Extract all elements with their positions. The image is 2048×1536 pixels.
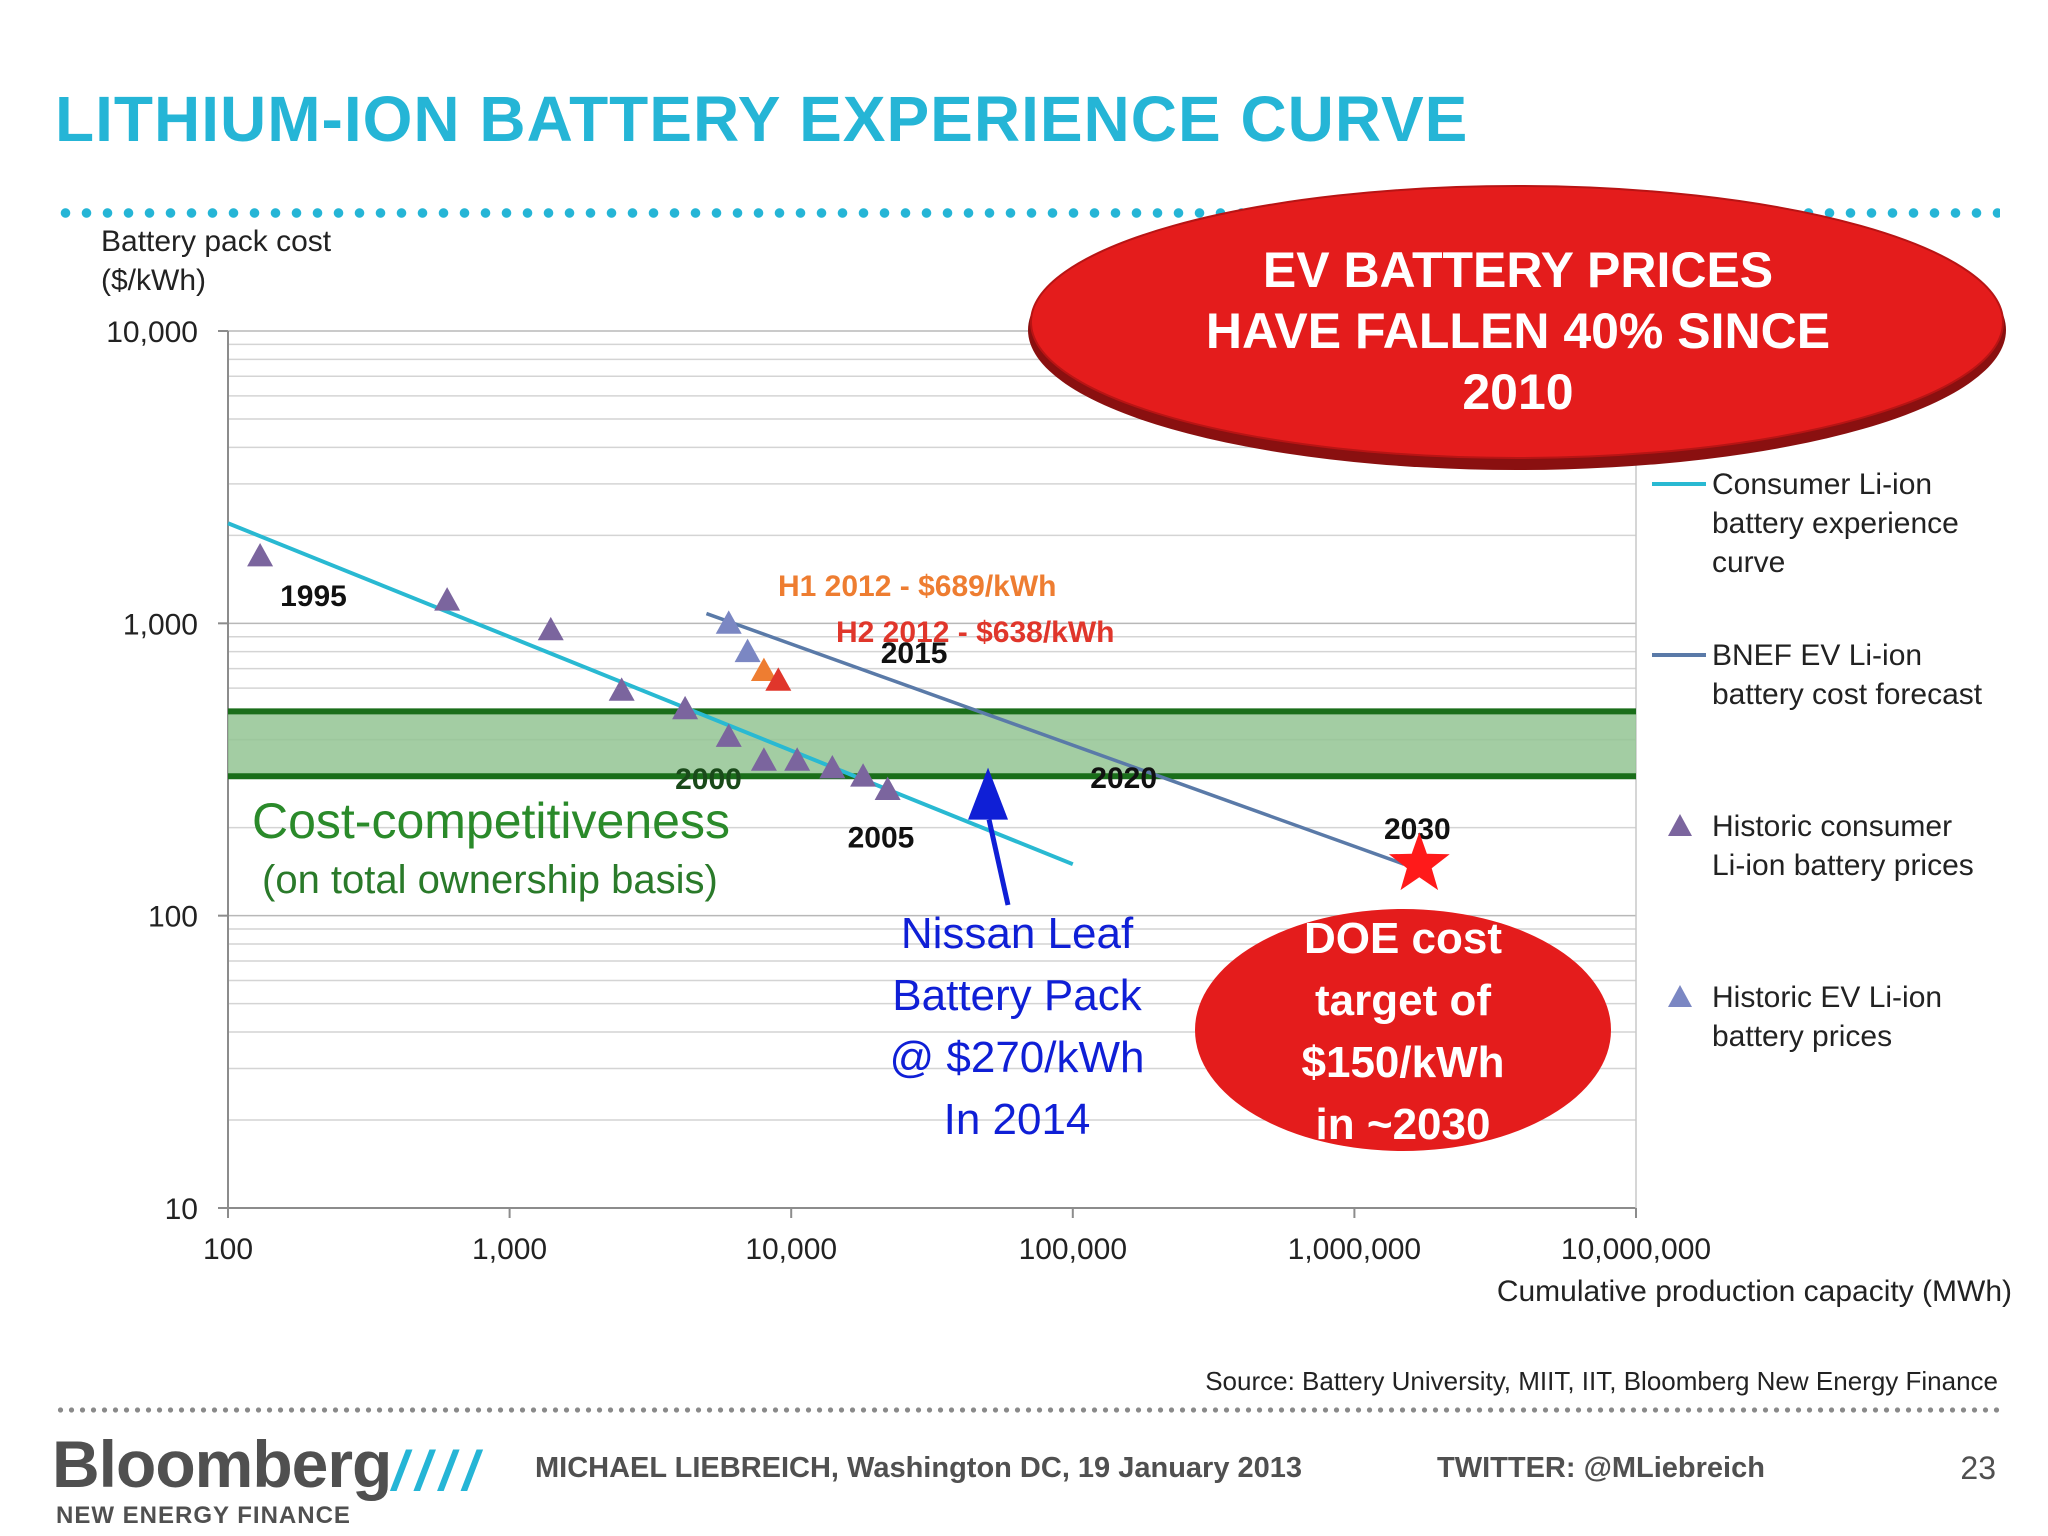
consumer-price-marker <box>750 747 777 771</box>
bloomberg-logo: Bloomberg <box>52 1427 392 1501</box>
x-tick-label: 100,000 <box>1019 1233 1127 1266</box>
doe-callout-text: $150/kWh <box>1302 1038 1505 1087</box>
series-markers <box>247 542 901 800</box>
consumer-price-marker <box>537 616 564 641</box>
logo-slashes: //// <box>392 1439 487 1502</box>
cost-band-fill <box>228 711 1636 777</box>
year-label: 1995 <box>280 580 347 613</box>
legend-label: Consumer Li-ion <box>1712 468 1932 501</box>
nissan-arrow-shaft <box>986 819 1011 906</box>
y-axis-unit: ($/kWh) <box>101 264 206 297</box>
ev-price-marker <box>734 638 761 663</box>
nissan-callout-text: Battery Pack <box>892 971 1142 1020</box>
consumer-price-marker <box>247 542 274 567</box>
cost-competitiveness-band: Cost-competitiveness (on total ownership … <box>228 708 1636 902</box>
doe-callout-text: DOE cost <box>1304 914 1502 963</box>
year-label: 2000 <box>675 763 742 796</box>
bnef-forecast-line <box>705 611 1405 866</box>
y-tick-label: 1,000 <box>123 608 198 641</box>
doe-callout-bubble <box>1195 909 1611 1151</box>
slide-title: LITHIUM-ION BATTERY EXPERIENCE CURVE <box>55 83 1469 155</box>
doe-target-star <box>1388 832 1450 891</box>
footer-divider <box>55 1407 2000 1413</box>
bloomberg-logo-subtitle: NEW ENERGY FINANCE <box>56 1502 351 1529</box>
y-tick-label: 10 <box>165 1193 198 1226</box>
year-label: 2020 <box>1090 762 1157 795</box>
legend-label: Li-ion battery prices <box>1712 849 1974 882</box>
x-tick-label: 10,000 <box>745 1233 837 1266</box>
x-tick-label: 10,000,000 <box>1561 1233 1711 1266</box>
consumer-price-marker <box>608 677 635 701</box>
y-tick-label: 100 <box>148 901 198 934</box>
consumer-price-marker <box>874 776 901 800</box>
consumer-price-marker <box>784 747 811 771</box>
legend-label: battery prices <box>1712 1020 1892 1053</box>
x-tick-label: 100 <box>203 1233 253 1266</box>
legend-label: BNEF EV Li-ion <box>1712 639 1922 672</box>
legend-marker-swatch <box>1668 814 1692 836</box>
footer: Bloomberg NEW ENERGY FINANCE //// MICHAE… <box>0 1420 2048 1536</box>
legend-label: curve <box>1712 546 1785 579</box>
x-tick-label: 1,000,000 <box>1288 1233 1421 1266</box>
year-label: 2005 <box>848 822 915 855</box>
h1-2012-marker <box>750 657 777 682</box>
consumer-price-marker <box>715 723 742 747</box>
legend-label: Historic consumer <box>1712 810 1952 843</box>
y-tick-label: 10,000 <box>106 316 198 349</box>
source-note: Source: Battery University, MIIT, IIT, B… <box>1205 1366 1998 1396</box>
h1-2012-label: H1 2012 - $689/kWh <box>778 570 1056 603</box>
consumer-price-marker <box>434 587 461 611</box>
chart-legend: Consumer Li-ion battery experience curve BN… <box>1652 468 1983 1053</box>
h2-2012-marker <box>765 667 792 691</box>
title-divider <box>55 208 2000 218</box>
legend-label: battery experience <box>1712 507 1959 540</box>
ev-callout-text: EV BATTERY PRICES <box>1263 242 1773 298</box>
y-axis-title: Battery pack cost <box>101 225 332 258</box>
x-axis-title: Cumulative production capacity (MWh) <box>1497 1275 2012 1308</box>
presenter-line: MICHAEL LIEBREICH, Washington DC, 19 Jan… <box>535 1452 1303 1484</box>
doe-callout-text: in ~2030 <box>1316 1100 1491 1149</box>
nissan-arrow-head <box>968 767 1009 820</box>
ev-callout-bubble <box>1030 185 2004 459</box>
consumer-price-marker <box>672 695 699 720</box>
nissan-callout-text: Nissan Leaf <box>901 909 1134 958</box>
legend-label: Historic EV Li-ion <box>1712 981 1942 1014</box>
consumer-curve-line <box>227 521 1074 867</box>
cost-band-subtitle: (on total ownership basis) <box>262 858 718 902</box>
year-label: 2015 <box>881 637 948 670</box>
doe-callout-text: target of <box>1315 976 1491 1025</box>
ev-callout-text: 2010 <box>1462 364 1573 420</box>
ev-callout-text: HAVE FALLEN 40% SINCE <box>1206 303 1830 359</box>
nissan-callout-text: In 2014 <box>944 1095 1091 1144</box>
x-tick-label: 1,000 <box>472 1233 547 1266</box>
consumer-price-marker <box>850 763 877 787</box>
cost-band-title: Cost-competitiveness <box>252 793 730 849</box>
nissan-callout-text: @ $270/kWh <box>890 1033 1145 1082</box>
h2-2012-label: H2 2012 - $638/kWh <box>836 616 1114 649</box>
legend-label: battery cost forecast <box>1712 678 1983 711</box>
twitter-handle: TWITTER: @MLiebreich <box>1437 1452 1765 1484</box>
series-lines <box>227 521 1405 867</box>
page-number: 23 <box>1960 1450 1996 1486</box>
legend-marker-swatch <box>1668 985 1692 1007</box>
consumer-price-marker <box>819 754 846 779</box>
ev-price-marker <box>715 610 742 634</box>
